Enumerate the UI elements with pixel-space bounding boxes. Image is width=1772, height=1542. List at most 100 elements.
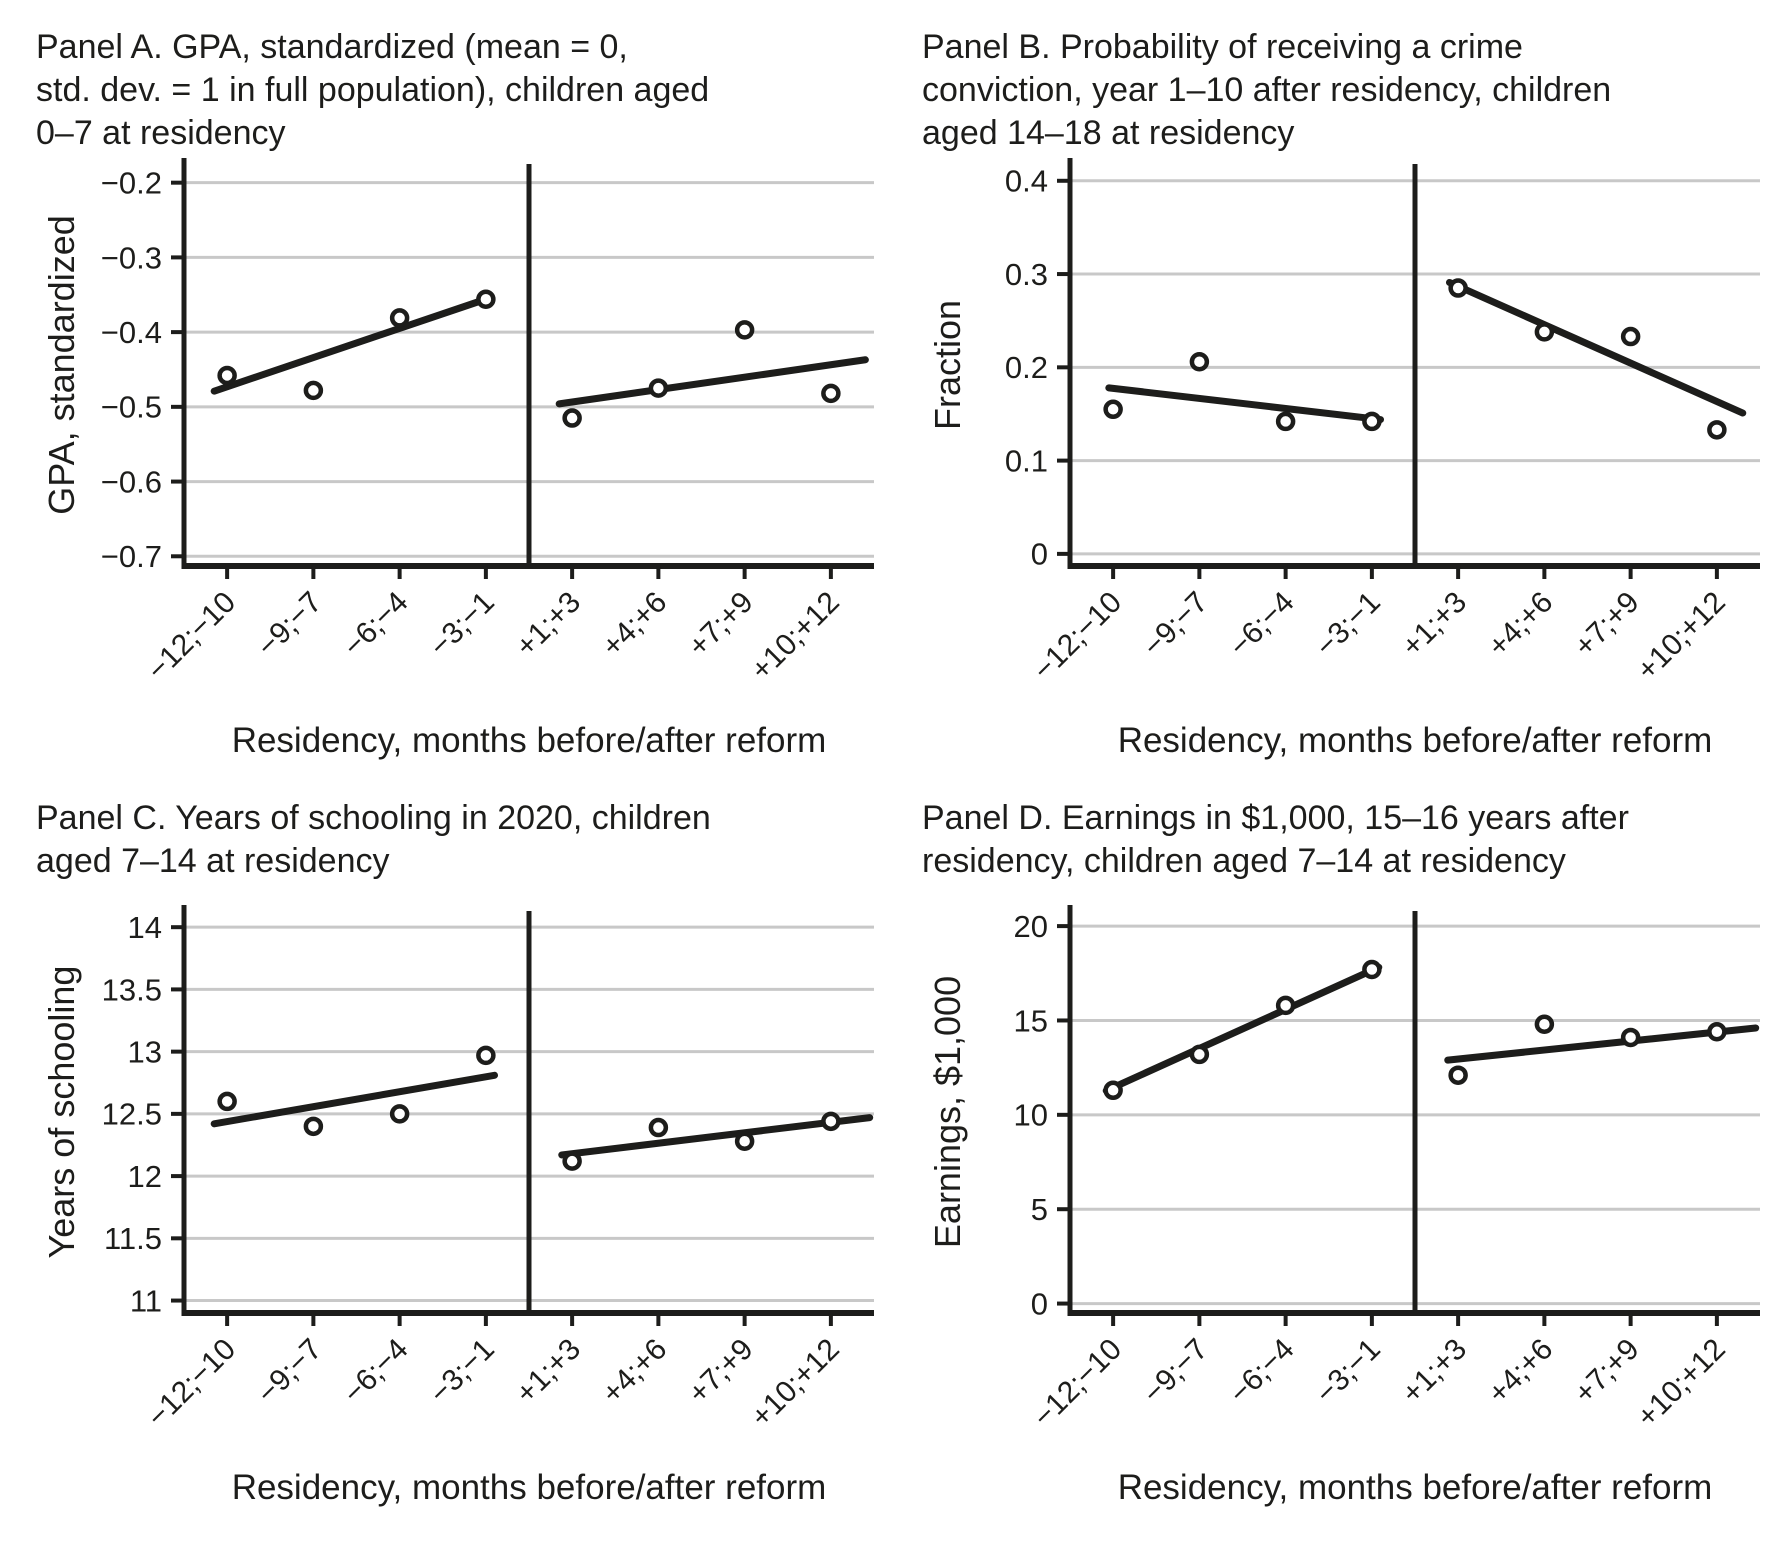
x-tick-label: −12;−10 <box>141 1333 242 1434</box>
x-tick-label: +1;+3 <box>1395 1333 1473 1411</box>
data-point <box>303 1116 324 1137</box>
panel-d-title-line: residency, children aged 7–14 at residen… <box>922 841 1566 880</box>
x-tick-label: +10;+12 <box>745 1333 846 1434</box>
x-tick-label: −6;−4 <box>1223 586 1301 664</box>
fit-line <box>1105 384 1384 424</box>
x-tick-label: −9;−7 <box>251 1333 329 1411</box>
fit-line <box>1446 278 1747 417</box>
data-point <box>821 1111 841 1132</box>
data-point <box>476 289 496 309</box>
fit-line <box>1444 1024 1760 1064</box>
fit-line <box>558 1114 874 1159</box>
panel-a-chart: −0.2 −0.3 −0.4 −0.5 −0.6 −0.7 −12;−10 −9;−7 −6;−… <box>41 158 874 760</box>
y-tick-label: 10 <box>1014 1098 1048 1133</box>
x-tick-label: −9;−7 <box>1137 586 1215 664</box>
data-point <box>1707 420 1727 440</box>
data-point <box>1534 322 1555 342</box>
y-tick-label: 12.5 <box>102 1097 162 1132</box>
data-point <box>562 1151 582 1171</box>
data-point <box>1362 959 1382 980</box>
y-axis-label: GPA, standardized <box>41 215 82 515</box>
y-axis-label: Years of schooling <box>41 966 82 1259</box>
y-axis-label: Earnings, $1,000 <box>927 976 968 1248</box>
y-tick-label: 13 <box>128 1034 162 1069</box>
x-tick-label: +1;+3 <box>1395 586 1473 664</box>
y-tick-label: 13.5 <box>102 972 162 1007</box>
data-point <box>389 308 410 328</box>
fit-line <box>1102 963 1383 1095</box>
fit-line <box>210 294 494 395</box>
data-point <box>303 380 324 401</box>
panel-a-title-line: Panel A. GPA, standardized (mean = 0, <box>36 28 628 66</box>
x-tick-label: −3;−1 <box>423 1333 501 1411</box>
data-point <box>1275 411 1296 432</box>
y-tick-label: 15 <box>1014 1003 1048 1038</box>
x-axis-label: Residency, months before/after reform <box>1118 721 1713 760</box>
panel-d-chart: 0 5 10 15 20 −12;−10 −9;−7 −6;−4 −3;−1 +1;+3 +4;+6… <box>927 905 1760 1507</box>
data-point <box>476 1045 496 1066</box>
y-tick-label: −0.6 <box>101 464 162 499</box>
x-tick-label: −3;−1 <box>1309 1333 1387 1411</box>
x-tick-label: −12;−10 <box>141 586 242 687</box>
data-point <box>1362 411 1382 432</box>
x-tick-label: +4;+6 <box>596 586 674 664</box>
data-point <box>1707 1022 1727 1042</box>
panel-b: Panel B. Probability of receiving a crim… <box>886 0 1772 771</box>
y-tick-label: 0.2 <box>1005 350 1048 385</box>
panel-d-title-line: Panel D. Earnings in $1,000, 15–16 years… <box>922 799 1629 837</box>
x-tick-label: +1;+3 <box>509 1333 587 1411</box>
x-tick-label: −6;−4 <box>337 1333 415 1411</box>
panel-c-title-line: aged 7–14 at residency <box>36 841 390 880</box>
panel-a-title: Panel A. GPA, standardized (mean = 0, st… <box>36 26 886 152</box>
y-tick-label: 0.3 <box>1005 257 1048 292</box>
panel-a-title-line: 0–7 at residency <box>36 113 286 152</box>
panel-b-title-line: aged 14–18 at residency <box>922 113 1295 152</box>
data-point <box>1620 326 1641 347</box>
panel-a-title-line: std. dev. = 1 in full population), child… <box>36 70 710 109</box>
panel-c-title: Panel C. Years of schooling in 2020, chi… <box>36 797 886 897</box>
y-tick-label: 0 <box>1031 537 1048 572</box>
data-point <box>217 1091 237 1112</box>
y-tick-label: 0.1 <box>1005 443 1048 478</box>
x-tick-label: +10;+12 <box>1631 1333 1732 1434</box>
panel-a: Panel A. GPA, standardized (mean = 0, st… <box>0 0 886 771</box>
y-tick-label: 5 <box>1031 1192 1048 1227</box>
y-tick-label: 12 <box>128 1159 162 1194</box>
y-axis-label: Fraction <box>927 300 968 430</box>
panel-b-title: Panel B. Probability of receiving a crim… <box>922 26 1772 152</box>
y-tick-label: −0.2 <box>101 166 162 201</box>
panel-b-title-line: conviction, year 1–10 after residency, c… <box>922 70 1612 109</box>
y-tick-label: 0 <box>1031 1286 1048 1321</box>
x-tick-label: +7;+9 <box>682 586 760 664</box>
x-tick-label: −12;−10 <box>1027 586 1128 687</box>
data-point <box>562 408 582 428</box>
y-tick-label: 14 <box>128 910 162 945</box>
x-tick-label: +7;+9 <box>1568 586 1646 664</box>
data-point <box>648 1117 669 1138</box>
data-point <box>389 1104 410 1124</box>
fit-line <box>555 356 869 408</box>
y-tick-label: 20 <box>1014 909 1048 944</box>
data-point <box>1275 995 1296 1016</box>
y-tick-label: 0.4 <box>1005 164 1048 199</box>
x-axis-label: Residency, months before/after reform <box>1118 1468 1713 1507</box>
x-tick-label: −9;−7 <box>251 586 329 664</box>
data-point <box>1448 278 1468 298</box>
panel-d-title: Panel D. Earnings in $1,000, 15–16 years… <box>922 797 1772 897</box>
fit-line <box>210 1071 498 1128</box>
data-point <box>1448 1065 1468 1085</box>
data-point <box>217 365 237 386</box>
data-point <box>734 320 755 340</box>
panel-c-title-line: Panel C. Years of schooling in 2020, chi… <box>36 799 711 837</box>
x-tick-label: +4;+6 <box>1482 1333 1560 1411</box>
data-point <box>821 383 841 404</box>
y-tick-label: −0.4 <box>101 315 162 350</box>
data-point <box>734 1131 755 1151</box>
panel-d: Panel D. Earnings in $1,000, 15–16 years… <box>886 771 1772 1542</box>
x-tick-label: +7;+9 <box>682 1333 760 1411</box>
data-point <box>1534 1014 1555 1034</box>
panel-b-chart: 0 0.1 0.2 0.3 0.4 −12;−10 −9;−7 −6;−4 −3;−1 +1;+3… <box>927 158 1760 760</box>
x-tick-label: +10;+12 <box>745 586 846 687</box>
y-tick-label: −0.5 <box>101 390 162 425</box>
